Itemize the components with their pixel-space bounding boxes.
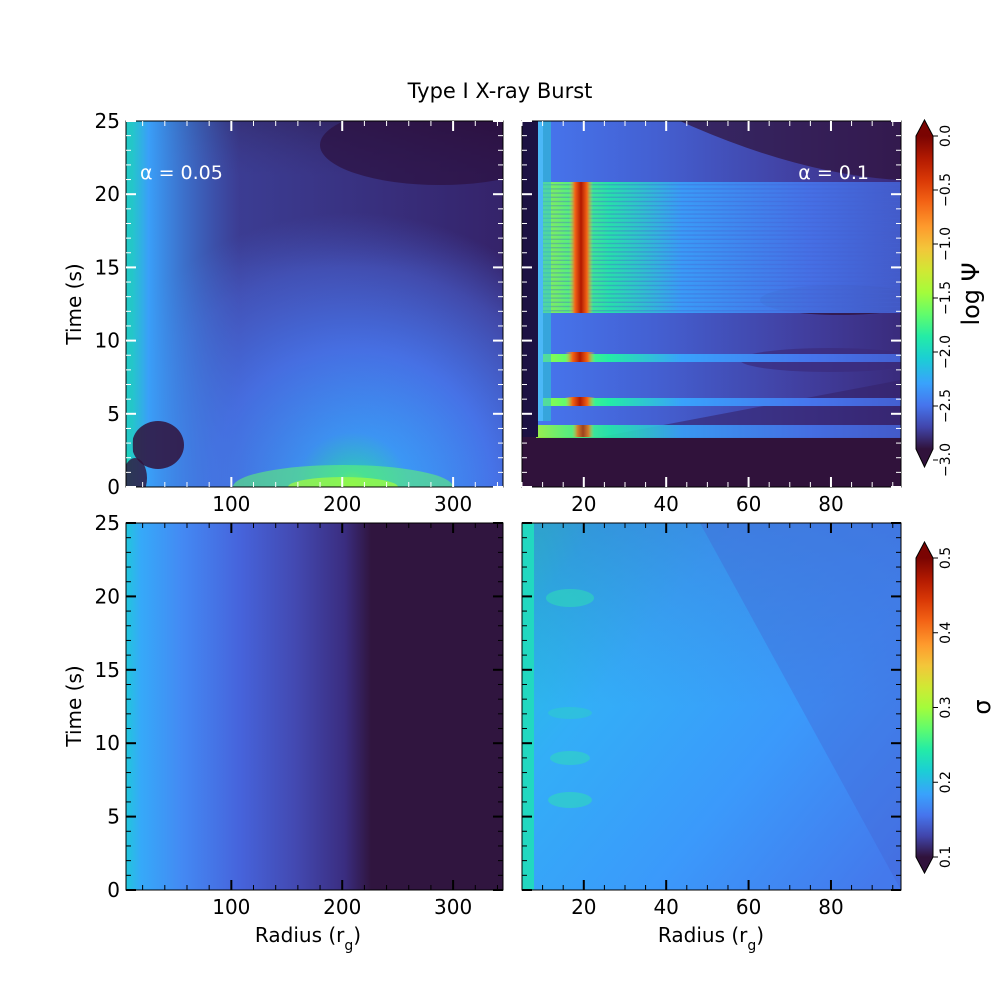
x-tick-label: 60 [736,895,761,919]
y-tick-label: 0 [107,878,120,902]
colorbar-tick-label: 0.1 [938,846,954,868]
annotation-alpha-01: α = 0.1 [798,162,869,184]
colorbar-tick-label: 0.5 [938,547,954,569]
y-tick-label: 15 [95,658,120,682]
y-tick-label: 10 [95,731,120,755]
colorbar-tick-label: −1.5 [938,281,954,315]
x-tick-label: 80 [818,492,843,516]
ticks-bottom-right: 20 40 60 80 [521,522,901,919]
panel-bottom-left: 100 200 300 0 5 10 15 20 25 Time (s) Radius (rg) [62,511,504,954]
colorbar-tick-label: −0.5 [938,173,954,207]
y-tick-label: 25 [95,511,120,535]
colorbar-bottom: 0.1 0.2 0.3 0.4 0.5 σ [915,540,996,875]
y-tick-label: 15 [95,255,120,279]
axes-frame-bottom-right [521,522,902,891]
ticks-bottom-left: 100 200 300 0 5 10 15 20 25 [95,511,503,919]
x-tick-label: 100 [212,895,250,919]
colorbar-tick-label: −2.5 [938,389,954,423]
axes-frame-bottom-left [125,522,504,891]
panel-bottom-right: 20 40 60 80 Radius (rg) [521,522,902,954]
colorbar-tick-label: −1.0 [938,227,954,261]
ylabel-top-left: Time (s) [62,263,86,345]
y-tick-label: 25 [95,109,120,133]
x-tick-label: 40 [653,895,678,919]
x-tick-label: 80 [818,895,843,919]
colorbar-tick-label: 0.2 [938,771,954,793]
y-tick-label: 0 [107,475,120,499]
ylabel-bottom-left: Time (s) [62,665,86,747]
heatmap-top-left [126,121,503,487]
heatmap-bottom-left [126,523,503,890]
colorbar-top: −3.0 −2.5 −2.0 −1.5 −1.0 −0.5 0.0 log Ψ [915,118,985,477]
colorbar-top-label: log Ψ [957,262,985,325]
y-tick-label: 10 [95,329,120,353]
x-tick-label: 300 [434,492,472,516]
annotation-alpha-005: α = 0.05 [140,162,223,184]
ticks-top-left: 100 200 300 0 5 10 15 20 25 [95,109,503,516]
x-tick-label: 300 [434,895,472,919]
x-tick-label: 20 [571,492,596,516]
figure-title: Type I X-ray Burst [407,79,593,103]
x-tick-label: 40 [653,492,678,516]
x-tick-label: 200 [323,895,361,919]
y-tick-label: 5 [107,402,120,426]
y-tick-label: 5 [107,805,120,829]
xlabel-bottom-right: Radius (rg) [658,923,764,954]
heatmap-bottom-right [522,523,901,890]
xlabel-bottom-left: Radius (rg) [255,923,361,954]
x-tick-label: 20 [571,895,596,919]
heatmap-top-right [522,121,901,487]
colorbar-bottom-label: σ [968,699,996,714]
ticks-top-right: 20 40 60 80 [521,120,901,516]
colorbar-tick-label: 0.3 [938,696,954,718]
axes-frame-top-left [125,120,504,488]
colorbar-tick-label: 0.4 [938,622,954,644]
x-tick-label: 100 [212,492,250,516]
x-tick-label: 60 [736,492,761,516]
colorbar-tick-label: −3.0 [938,443,954,477]
panel-top-left: 100 200 300 0 5 10 15 20 25 α = 0.05 Time (s) [62,109,504,516]
axes-frame-top-right [521,120,902,488]
y-tick-label: 20 [95,584,120,608]
colorbar-tick-label: 0.0 [938,125,954,147]
panel-top-right: 20 40 60 80 α = 0.1 [521,120,902,516]
colorbar-tick-label: −2.0 [938,335,954,369]
y-tick-label: 20 [95,182,120,206]
x-tick-label: 200 [323,492,361,516]
